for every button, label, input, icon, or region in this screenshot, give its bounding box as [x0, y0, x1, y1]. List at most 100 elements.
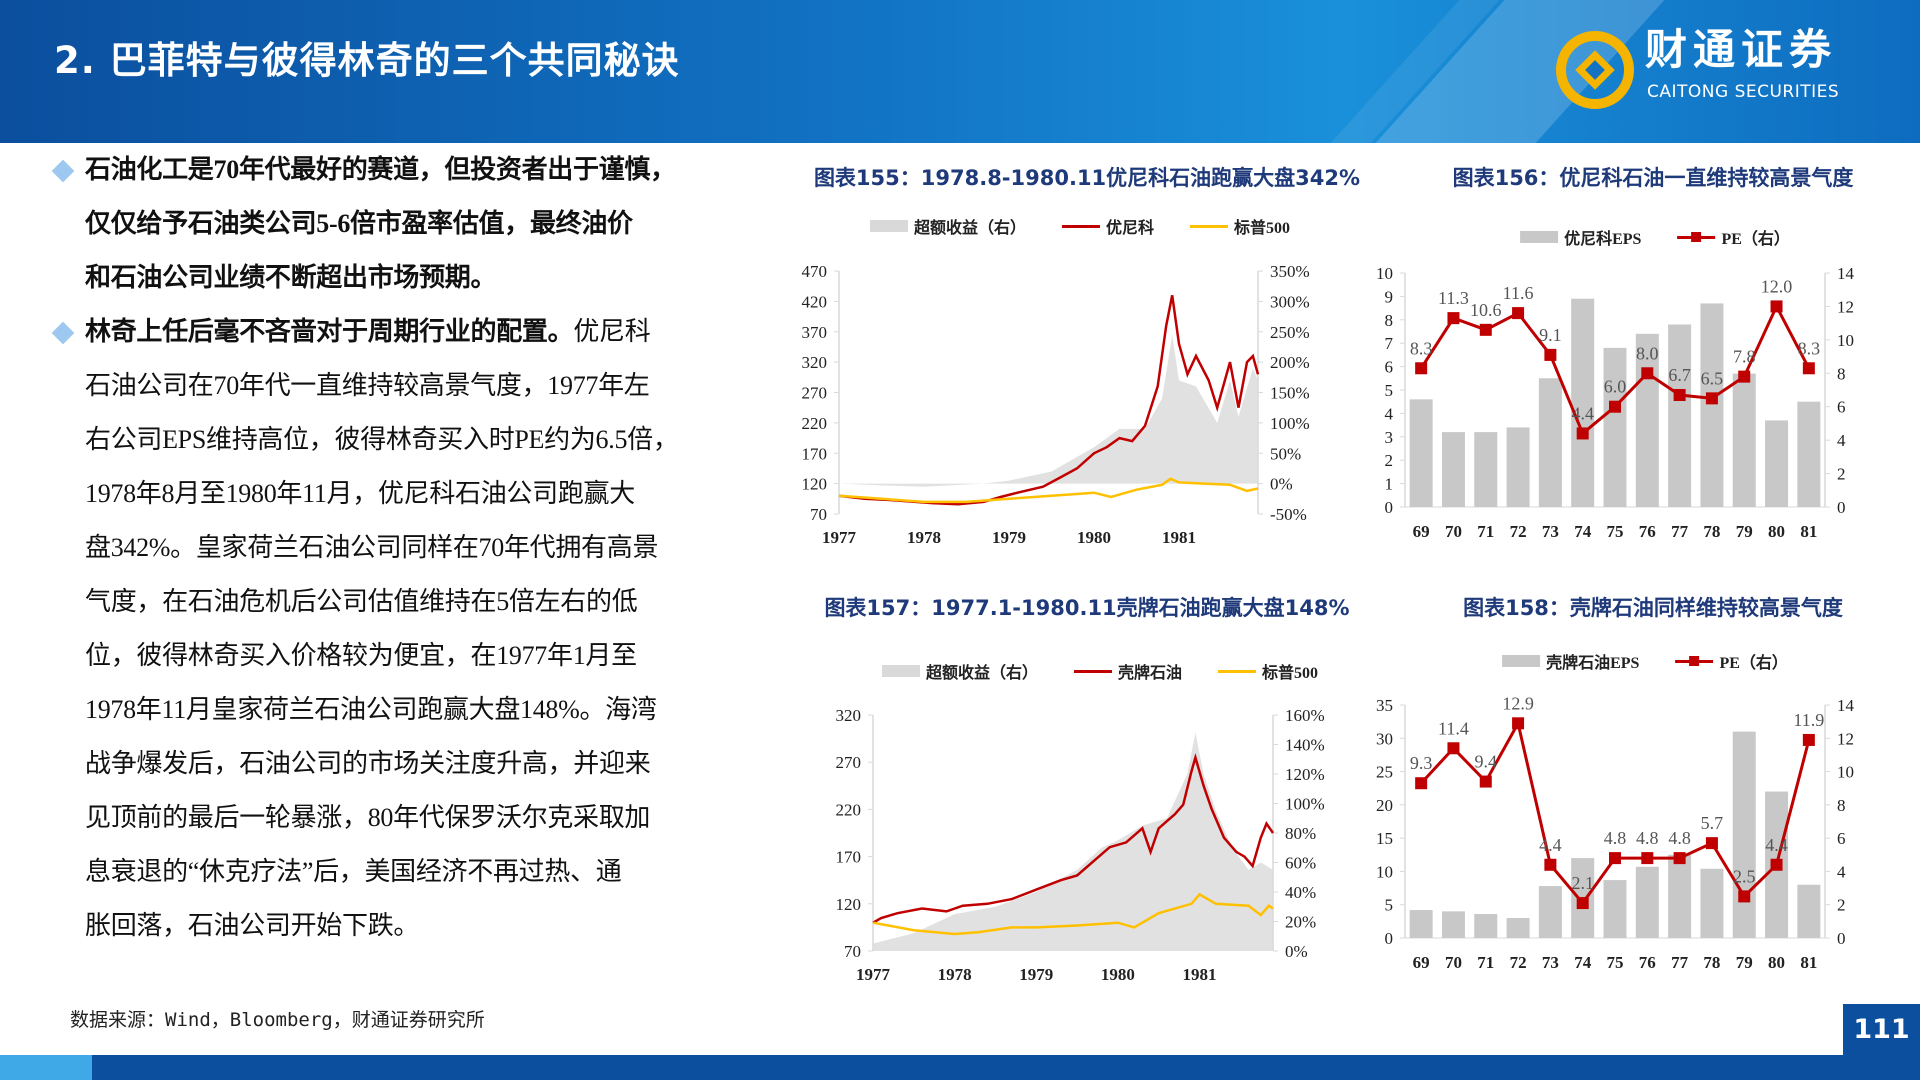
- y-tick-label-left: 4: [1385, 404, 1394, 423]
- text-line: 气度，在石油危机后公司估值维持在5倍左右的低: [55, 575, 790, 629]
- text-segment: 和石油公司业绩不断超出市场预期。: [85, 263, 497, 292]
- legend-label: 壳牌石油: [1117, 665, 1183, 682]
- pe-data-label: 11.4: [1438, 718, 1469, 738]
- y-tick-label-right: 6: [1837, 829, 1846, 848]
- eps-bar: [1538, 378, 1562, 507]
- x-tick-label: 77: [1671, 522, 1689, 541]
- x-tick-label: 1978: [938, 965, 972, 984]
- x-tick-label: 69: [1413, 522, 1430, 541]
- y-tick-label-left: 8: [1385, 311, 1394, 330]
- pe-data-label: 11.6: [1503, 283, 1534, 303]
- x-tick-label: 81: [1800, 522, 1817, 541]
- y-tick-label-right: 300%: [1270, 292, 1310, 311]
- pe-data-label: 2.5: [1733, 866, 1756, 886]
- pe-marker: [1738, 370, 1751, 383]
- text-line: 1978年8月至1980年11月，优尼科石油公司跑赢大: [55, 467, 790, 521]
- text-line: 1978年11月皇家荷兰石油公司跑赢大盘148%。海湾: [55, 683, 790, 737]
- y-tick-label-left: 470: [802, 262, 828, 281]
- x-tick-label: 73: [1542, 953, 1559, 972]
- pe-marker: [1479, 775, 1492, 788]
- eps-bar: [1732, 731, 1756, 938]
- pe-data-label: 12.0: [1761, 276, 1793, 296]
- eps-bar: [1441, 911, 1465, 938]
- x-tick-label: 71: [1477, 522, 1494, 541]
- page-title: 2. 巴菲特与彼得林奇的三个共同秘诀: [54, 39, 680, 82]
- x-tick-label: 76: [1639, 953, 1656, 972]
- chart-title-156: 图表156：优尼科石油一直维持较高景气度: [1452, 166, 1854, 190]
- legend-swatch-marker: [1677, 231, 1716, 242]
- x-tick-label: 1981: [1183, 965, 1217, 984]
- text-line: 右公司EPS维持高位，彼得林奇买入时PE约为6.5倍，: [55, 413, 790, 467]
- y-tick-label-left: 170: [802, 444, 828, 463]
- pe-marker: [1512, 307, 1525, 320]
- legend-swatch-red: [1073, 669, 1112, 673]
- y-tick-label-right: 10: [1837, 763, 1854, 782]
- footer-accent: [0, 1055, 92, 1080]
- y-tick-label-left: 7: [1385, 334, 1394, 353]
- text-segment: 仅仅给予石油类公司5-6倍市盈率估值，最终油价: [85, 209, 633, 238]
- x-tick-label: 78: [1703, 953, 1720, 972]
- pe-marker: [1738, 890, 1751, 903]
- legend-label: 标普500: [1234, 220, 1291, 237]
- text-line: 石油公司在70年代一直维持较高景气度，1977年左: [55, 359, 790, 413]
- text-line: 胀回落，石油公司开始下跌。: [55, 899, 790, 953]
- y-tick-label-right: 12: [1837, 297, 1854, 316]
- x-tick-label: 1977: [822, 528, 857, 547]
- y-tick-label-left: 320: [802, 353, 828, 372]
- y-tick-label-right: 14: [1837, 696, 1855, 715]
- x-tick-label: 79: [1736, 522, 1753, 541]
- eps-bar: [1797, 884, 1821, 938]
- x-tick-label: 73: [1542, 522, 1559, 541]
- eps-bar: [1668, 854, 1692, 938]
- text-segment: 石油公司在70年代一直维持较高景气度，1977年左: [85, 371, 650, 400]
- legend-label: 优尼科: [1105, 220, 1155, 237]
- eps-bar: [1603, 880, 1627, 938]
- text-segment: 见顶前的最后一轮暴涨，80年代保罗沃尔克采取加: [85, 803, 651, 832]
- text-segment: 林奇上任后毫不吝啬对于周期行业的配置。: [85, 317, 574, 346]
- pe-data-label: 6.7: [1668, 365, 1691, 385]
- x-tick-label: 74: [1574, 953, 1592, 972]
- eps-bar: [1765, 420, 1789, 507]
- y-tick-label-right: 4: [1837, 431, 1846, 450]
- text-line: 仅仅给予石油类公司5-6倍市盈率估值，最终油价: [55, 197, 790, 251]
- y-tick-label-left: 370: [802, 323, 828, 342]
- y-tick-label-left: 1: [1385, 475, 1394, 494]
- x-tick-label: 80: [1768, 522, 1785, 541]
- excess-return-area: [873, 732, 1273, 951]
- y-tick-label-left: 0: [1385, 929, 1394, 948]
- y-tick-label-right: 120%: [1285, 765, 1325, 784]
- pe-data-label: 9.1: [1539, 325, 1562, 345]
- y-tick-label-left: 20: [1376, 796, 1393, 815]
- pe-marker: [1705, 837, 1718, 850]
- y-tick-label-left: 120: [802, 475, 828, 494]
- chart-title-157: 图表157：1977.1-1980.11壳牌石油跑赢大盘148%: [824, 596, 1350, 620]
- y-tick-label-right: 4: [1837, 862, 1846, 881]
- legend-label: PE（右）: [1721, 231, 1790, 248]
- y-tick-label-right: 150%: [1270, 384, 1310, 403]
- x-tick-label: 77: [1671, 953, 1689, 972]
- legend-swatch-marker: [1675, 655, 1714, 666]
- pe-marker: [1609, 400, 1621, 413]
- y-tick-label-left: 6: [1385, 358, 1394, 377]
- text-segment: 位，彼得林奇买入价格较为便宜，在1977年1月至: [85, 641, 637, 670]
- y-tick-label-right: 250%: [1270, 323, 1310, 342]
- y-tick-label-right: 20%: [1285, 913, 1316, 932]
- stock-price-line: [872, 752, 1275, 924]
- x-tick-label: 70: [1445, 953, 1462, 972]
- x-tick-label: 72: [1510, 522, 1527, 541]
- x-tick-label: 1981: [1162, 528, 1196, 547]
- pe-marker: [1576, 897, 1589, 910]
- y-tick-label-right: 100%: [1285, 795, 1325, 814]
- y-tick-label-right: 160%: [1285, 706, 1325, 725]
- legend-label: PE（右）: [1719, 655, 1788, 672]
- eps-bar: [1635, 866, 1659, 938]
- excess-return-area: [839, 334, 1258, 487]
- y-tick-label-left: 270: [836, 753, 862, 772]
- eps-bar: [1700, 868, 1724, 938]
- y-tick-label-left: 5: [1385, 896, 1394, 915]
- pe-data-label: 4.4: [1539, 835, 1562, 855]
- y-tick-label-right: 14: [1837, 264, 1855, 283]
- y-tick-label-left: 9: [1385, 287, 1394, 306]
- y-tick-label-left: 220: [836, 800, 862, 819]
- text-segment: 盘342%。皇家荷兰石油公司同样在70年代拥有高景: [85, 533, 659, 562]
